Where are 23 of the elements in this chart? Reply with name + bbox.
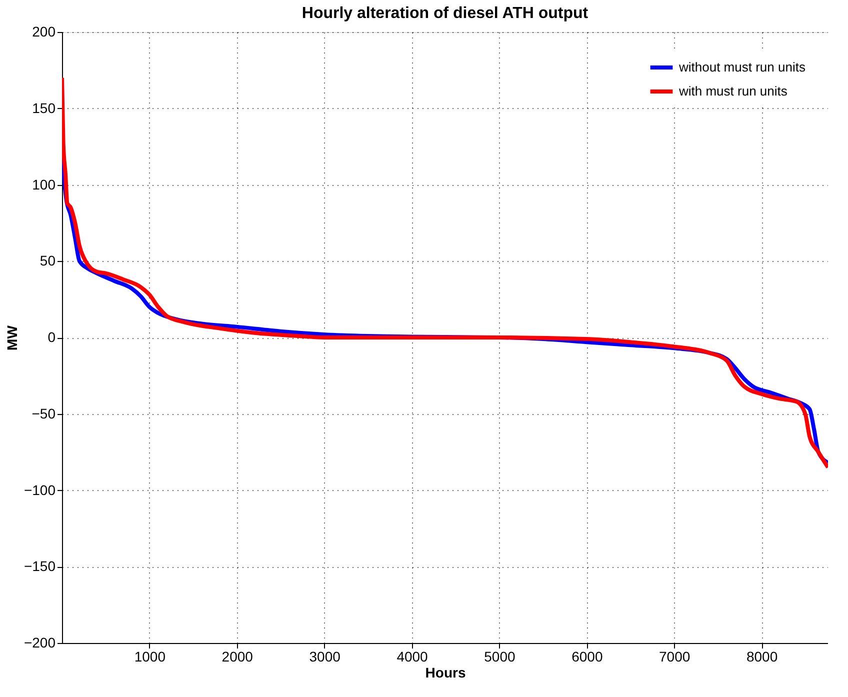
y-tick-label: −50 xyxy=(32,405,56,422)
x-tick-label: 4000 xyxy=(396,648,428,664)
y-axis-title: MW xyxy=(4,324,20,350)
x-tick-label: 8000 xyxy=(746,648,778,664)
chart-title: Hourly alteration of diesel ATH output xyxy=(302,5,589,22)
y-tick-label: −200 xyxy=(24,634,56,650)
x-tick-label: 3000 xyxy=(309,648,341,664)
x-tick-label: 5000 xyxy=(484,648,516,664)
x-axis-title: Hours xyxy=(425,664,466,680)
y-tick-label: 150 xyxy=(32,100,56,116)
y-tick-label: 50 xyxy=(40,252,56,269)
y-tick-label: −100 xyxy=(24,482,56,498)
x-tick-label: 2000 xyxy=(222,648,254,664)
y-tick-label: 0 xyxy=(48,329,56,345)
x-tick-label: 7000 xyxy=(659,648,690,664)
y-tick-label: 200 xyxy=(32,24,56,40)
x-tick-label: 1000 xyxy=(134,648,166,664)
y-tick-label: −150 xyxy=(24,558,56,574)
y-tick-label: 100 xyxy=(32,176,56,192)
legend-label: without must run units xyxy=(678,60,806,74)
legend-label: with must run units xyxy=(678,84,788,98)
x-tick-label: 6000 xyxy=(572,648,603,664)
line-series xyxy=(62,76,828,470)
